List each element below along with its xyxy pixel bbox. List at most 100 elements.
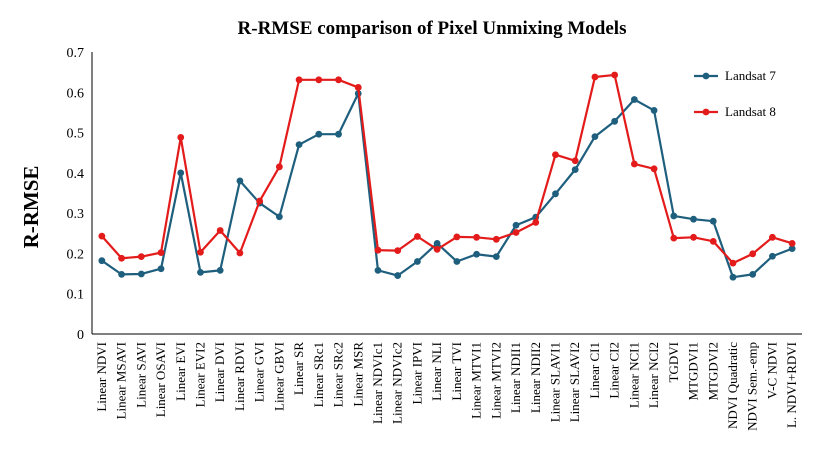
x-tick-label: Linear EVI2 — [192, 342, 207, 407]
data-point — [216, 266, 224, 274]
data-point — [414, 258, 421, 265]
y-tick-label: 0.3 — [67, 207, 85, 222]
legend-swatch-marker — [702, 72, 710, 80]
data-point — [729, 259, 737, 267]
data-point — [354, 84, 362, 91]
y-axis-label: R-RMSE — [19, 166, 43, 249]
x-tick-label: Linear GBVI — [271, 342, 286, 411]
series-line — [101, 92, 793, 279]
x-tick-labels: Linear NDVI Linear MSAVI Linear SAVI Linear… — [94, 342, 799, 431]
x-tick-label: Linear IPVI — [409, 342, 424, 404]
series-line — [101, 73, 793, 265]
data-point — [197, 248, 204, 256]
data-point — [670, 212, 678, 220]
x-tick-label: Linear GVI — [252, 342, 267, 402]
data-point — [690, 215, 697, 223]
x-tick-label: L. NDVI+RDVI — [784, 342, 799, 428]
x-tick-label: Linear NCI1 — [626, 342, 641, 408]
x-tick-label: V-C NDVI — [764, 342, 779, 399]
y-tick-label: 0.4 — [67, 167, 85, 182]
data-point — [177, 169, 185, 177]
data-point — [532, 219, 540, 226]
data-point — [769, 233, 776, 241]
data-point — [709, 237, 717, 245]
x-tick-label: MTGDVI2 — [705, 342, 720, 401]
data-point — [571, 157, 579, 165]
x-tick-label: Linear MTVI2 — [488, 342, 503, 419]
data-point — [118, 254, 125, 262]
data-point — [157, 249, 165, 257]
data-point — [137, 270, 145, 278]
data-point — [709, 217, 717, 225]
data-point — [670, 234, 678, 242]
data-point — [98, 232, 106, 240]
data-point — [611, 71, 619, 79]
y-tick-label: 0.5 — [67, 127, 85, 142]
x-tick-label: Linear MSR — [350, 342, 365, 407]
legend-label: Landsat 7 — [725, 68, 776, 83]
data-point — [275, 213, 283, 221]
data-point — [571, 166, 579, 174]
data-point — [591, 73, 599, 81]
data-point — [630, 160, 638, 168]
data-point — [512, 229, 520, 236]
x-tick-label: Linear SRc2 — [331, 342, 346, 407]
data-point — [275, 163, 283, 171]
x-tick-label: MTGDVI1 — [686, 342, 701, 401]
x-tick-label: Linear SRc1 — [311, 342, 326, 407]
data-point — [374, 266, 382, 274]
legend-swatch-marker — [702, 108, 710, 116]
x-tick-label: Linear NLI — [429, 342, 444, 401]
y-tick-label: 0.7 — [67, 46, 85, 61]
data-point — [197, 268, 204, 276]
data-point — [788, 245, 796, 252]
y-tick-label: 0.2 — [67, 247, 85, 262]
data-point — [749, 270, 757, 278]
data-point — [453, 258, 461, 265]
x-tick-label: Linear MTVI1 — [469, 342, 484, 419]
data-point — [650, 165, 658, 173]
data-point — [295, 76, 303, 84]
x-tick-label: Linear NDVIc1 — [370, 342, 385, 424]
data-point — [98, 257, 106, 265]
series-layer — [98, 71, 796, 281]
data-point — [335, 130, 342, 138]
chart-title: R-RMSE comparison of Pixel Unmixing Mode… — [238, 18, 627, 39]
data-point — [137, 253, 145, 261]
y-tick-label: 0.1 — [67, 288, 85, 303]
y-tick-label: 0 — [77, 328, 84, 343]
data-point — [256, 197, 264, 205]
x-tick-label: Linear NDII2 — [528, 342, 543, 413]
data-point — [433, 239, 441, 247]
x-tick-label: Linear CI2 — [607, 342, 622, 399]
data-point — [650, 107, 658, 114]
data-point — [157, 265, 165, 273]
data-point — [433, 246, 441, 253]
x-tick-label: Linear DVI — [212, 342, 227, 402]
legend: Landsat 7 Landsat 8 — [694, 68, 776, 119]
x-tick-label: NDVI Quadratic — [725, 342, 740, 429]
x-tick-label: Linear NCI2 — [646, 342, 661, 408]
x-tick-label: Linear MSAVI — [114, 342, 129, 419]
x-tick-label: TGDVI — [666, 342, 681, 382]
data-point — [769, 252, 776, 260]
data-point — [552, 151, 559, 159]
y-tick-label: 0.6 — [67, 86, 85, 101]
data-point — [453, 233, 461, 241]
x-tick-label: Linear RDVI — [232, 342, 247, 411]
data-point — [216, 227, 224, 234]
y-tick-labels: 0 0.1 0.2 0.3 0.4 0.5 0.6 0.7 — [67, 46, 85, 343]
x-tick-label: Linear EVI — [173, 342, 188, 401]
x-tick-label: Linear NDII1 — [508, 342, 523, 413]
legend-item: Landsat 7 — [694, 68, 776, 83]
data-point — [512, 221, 520, 229]
data-point — [473, 250, 480, 258]
x-tick-label: Linear SR — [291, 342, 306, 395]
data-point — [236, 177, 244, 185]
x-tick-label: Linear OSAVI — [153, 342, 168, 417]
x-tick-label: Linear SLAVI2 — [567, 342, 582, 422]
legend-item: Landsat 8 — [694, 104, 776, 119]
data-point — [492, 253, 500, 261]
x-tick-label: NDVI Sem.-emp — [745, 342, 760, 431]
